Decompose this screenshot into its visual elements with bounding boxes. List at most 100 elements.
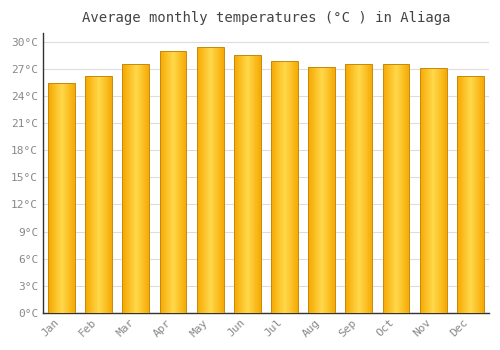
Bar [86, 77, 88, 313]
Bar [66, 83, 67, 313]
Bar [178, 51, 179, 313]
Bar [207, 47, 208, 313]
Bar [386, 64, 388, 313]
Bar [242, 55, 244, 313]
Bar [283, 61, 284, 313]
Bar [213, 47, 214, 313]
Bar [138, 64, 139, 313]
Bar [289, 61, 290, 313]
Bar [96, 77, 98, 313]
Bar [433, 68, 434, 313]
Bar [445, 68, 446, 313]
Bar [90, 77, 92, 313]
Bar [206, 47, 207, 313]
Bar [470, 77, 471, 313]
Bar [428, 68, 429, 313]
Bar [205, 47, 206, 313]
Bar [220, 47, 221, 313]
Bar [284, 61, 285, 313]
Bar [128, 64, 129, 313]
Bar [136, 64, 137, 313]
Bar [72, 83, 73, 313]
Bar [388, 64, 390, 313]
Bar [354, 64, 355, 313]
Bar [394, 64, 396, 313]
Bar [60, 83, 61, 313]
Bar [287, 61, 288, 313]
Bar [130, 64, 131, 313]
Bar [423, 68, 424, 313]
Bar [218, 47, 219, 313]
Bar [347, 64, 348, 313]
Bar [281, 61, 282, 313]
Bar [167, 51, 168, 313]
Bar [199, 47, 200, 313]
Bar [171, 51, 172, 313]
Bar [244, 55, 246, 313]
Bar [221, 47, 222, 313]
Bar [460, 77, 461, 313]
Bar [74, 83, 75, 313]
Bar [464, 77, 465, 313]
Bar [133, 64, 134, 313]
Bar [467, 77, 468, 313]
Bar [365, 64, 366, 313]
Bar [333, 68, 334, 313]
Bar [361, 64, 362, 313]
Bar [309, 68, 310, 313]
Bar [462, 77, 463, 313]
Bar [63, 83, 64, 313]
Bar [125, 64, 126, 313]
Bar [316, 68, 317, 313]
Bar [252, 55, 254, 313]
Bar [201, 47, 202, 313]
Bar [102, 77, 104, 313]
Bar [216, 47, 217, 313]
Bar [330, 68, 331, 313]
Bar [471, 77, 472, 313]
Bar [325, 68, 326, 313]
Bar [160, 51, 186, 313]
Bar [368, 64, 369, 313]
Bar [349, 64, 350, 313]
Bar [363, 64, 364, 313]
Bar [292, 61, 293, 313]
Bar [240, 55, 242, 313]
Bar [442, 68, 443, 313]
Bar [466, 77, 467, 313]
Bar [146, 64, 147, 313]
Bar [184, 51, 185, 313]
Bar [328, 68, 329, 313]
Bar [124, 64, 125, 313]
Bar [282, 61, 283, 313]
Bar [54, 83, 55, 313]
Bar [469, 77, 470, 313]
Bar [212, 47, 213, 313]
Bar [358, 64, 359, 313]
Bar [164, 51, 165, 313]
Bar [472, 77, 473, 313]
Bar [64, 83, 65, 313]
Bar [317, 68, 318, 313]
Bar [429, 68, 430, 313]
Bar [68, 83, 69, 313]
Bar [382, 64, 409, 313]
Bar [139, 64, 140, 313]
Bar [94, 77, 96, 313]
Bar [286, 61, 287, 313]
Bar [140, 64, 141, 313]
Bar [293, 61, 294, 313]
Bar [436, 68, 437, 313]
Bar [214, 47, 215, 313]
Bar [234, 55, 260, 313]
Bar [58, 83, 59, 313]
Bar [443, 68, 444, 313]
Bar [200, 47, 201, 313]
Bar [481, 77, 482, 313]
Bar [65, 83, 66, 313]
Bar [346, 64, 347, 313]
Bar [366, 64, 367, 313]
Bar [324, 68, 325, 313]
Bar [70, 83, 71, 313]
Bar [73, 83, 74, 313]
